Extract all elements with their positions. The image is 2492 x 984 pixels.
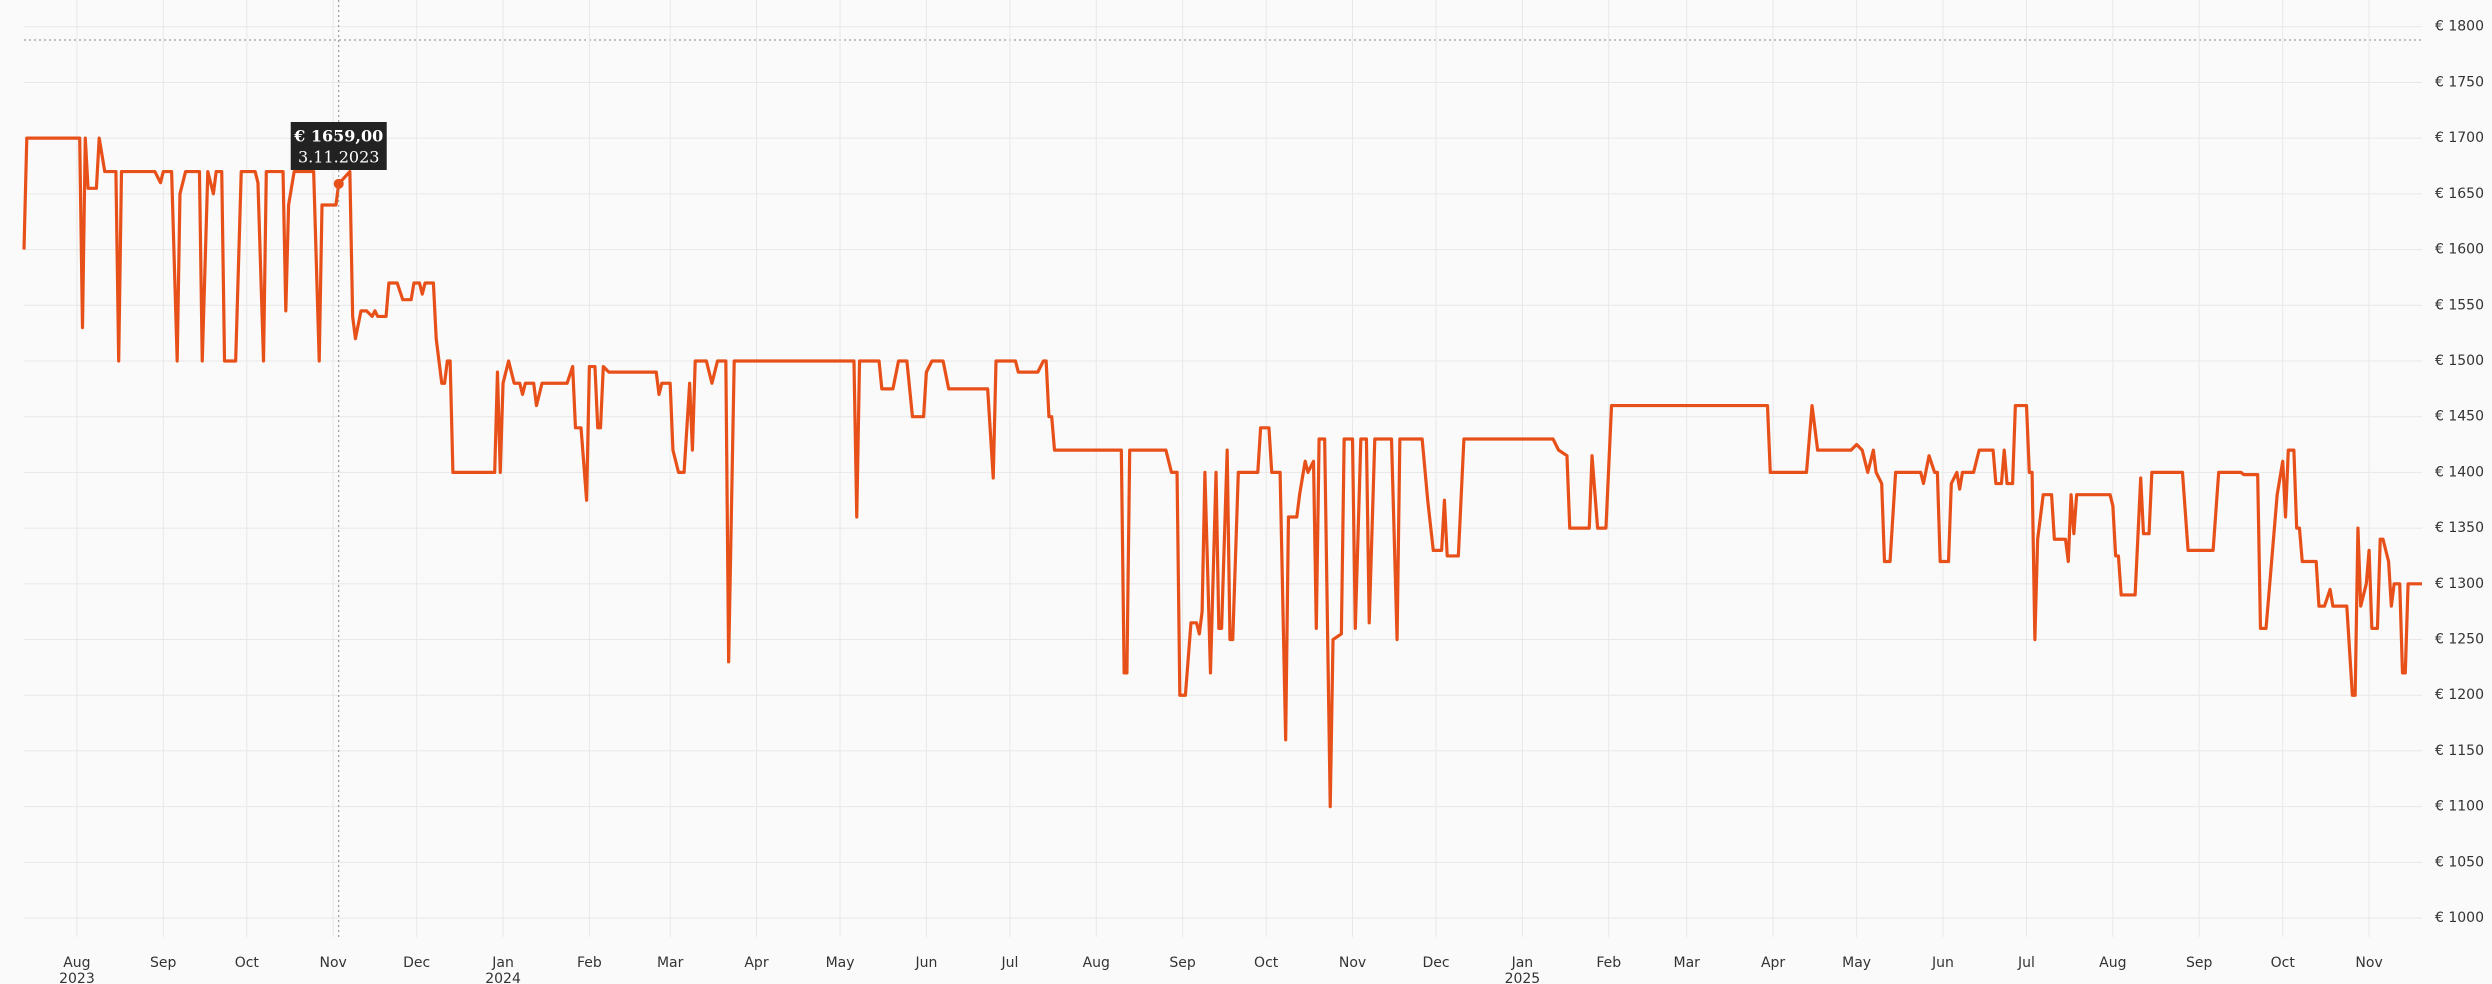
- x-tick-label: Dec: [403, 955, 430, 971]
- price-line: [22, 136, 2422, 809]
- x-tick-label: Feb: [577, 955, 602, 971]
- tooltip-box: [290, 122, 387, 170]
- y-tick-label: € 1350: [2435, 520, 2484, 536]
- tooltip-value: € 1659,00: [293, 127, 383, 146]
- x-tick-label: Aug: [1083, 955, 1110, 971]
- x-tick-label: Jan: [491, 955, 514, 971]
- hover-point: [333, 178, 344, 189]
- y-tick-label: € 1050: [2435, 854, 2484, 870]
- y-tick-label: € 1400: [2435, 464, 2484, 480]
- x-tick-label: Jun: [1931, 955, 1954, 971]
- x-tick-label: Sep: [150, 955, 177, 971]
- x-tick-label: May: [1842, 955, 1871, 971]
- x-tick-label: Aug: [2099, 955, 2126, 971]
- y-tick-label: € 1550: [2435, 297, 2484, 313]
- y-tick-label: € 1450: [2435, 409, 2484, 425]
- y-tick-label: € 1150: [2435, 743, 2484, 759]
- x-tick-label: Oct: [235, 955, 260, 971]
- y-tick-label: € 1600: [2435, 242, 2484, 258]
- x-tick-label: Oct: [2271, 955, 2296, 971]
- y-tick-label: € 1800: [2435, 19, 2484, 35]
- x-tick-label: Mar: [657, 955, 684, 971]
- overlay: € 1659,00 3.11.2023: [290, 0, 387, 937]
- x-tick-label: Feb: [1596, 955, 1621, 971]
- x-tick-label: Nov: [1339, 955, 1366, 971]
- x-tick-label: Aug: [63, 955, 90, 971]
- y-tick-label: € 1250: [2435, 632, 2484, 648]
- y-tick-label: € 1000: [2435, 910, 2484, 926]
- x-tick-label: Oct: [1254, 955, 1279, 971]
- y-tick-label: € 1100: [2435, 799, 2484, 815]
- tooltip-date: 3.11.2023: [298, 148, 379, 167]
- x-tick-label: Apr: [1761, 955, 1785, 971]
- y-tick-label: € 1650: [2435, 186, 2484, 202]
- x-tick-label: Sep: [1169, 955, 1196, 971]
- y-tick-label: € 1500: [2435, 353, 2484, 369]
- x-tick-label: May: [826, 955, 855, 971]
- plot: [22, 136, 2422, 809]
- x-tick-label: Nov: [319, 955, 346, 971]
- x-tick-label: Mar: [1674, 955, 1701, 971]
- x-tick-label: Nov: [2355, 955, 2382, 971]
- x-tick-label: Jun: [914, 955, 937, 971]
- x-tick-label: Apr: [744, 955, 768, 971]
- x-tick-label: Jul: [1000, 955, 1018, 971]
- x-tick-label: Jan: [1511, 955, 1534, 971]
- year-label: 2025: [1505, 971, 1541, 984]
- year-label: 2024: [485, 971, 521, 984]
- grid: € 1000 € 1050 € 1100 € 1150 € 1200 € 1250 € 13…: [24, 0, 2484, 984]
- y-tick-label: € 1700: [2435, 130, 2484, 146]
- x-tick-label: Jul: [2017, 955, 2035, 971]
- y-tick-label: € 1750: [2435, 74, 2484, 90]
- x-tick-label: Sep: [2186, 955, 2213, 971]
- y-tick-label: € 1200: [2435, 687, 2484, 703]
- y-tick-label: € 1300: [2435, 576, 2484, 592]
- year-label: 2023: [59, 971, 95, 984]
- x-tick-label: Dec: [1423, 955, 1450, 971]
